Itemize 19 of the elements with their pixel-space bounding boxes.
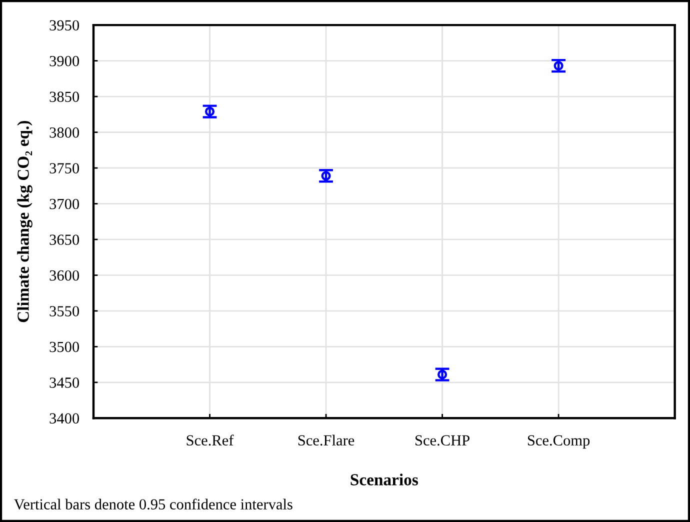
y-tick-label: 3450 [50,378,80,388]
y-tick-label: 3800 [50,127,80,138]
y-tick-label: 3500 [50,342,80,352]
y-tick-label: 3400 [50,413,80,424]
y-tick-label: 3650 [50,234,80,245]
y-tick-label: 3700 [50,198,80,210]
x-tick-label: Sce.Ref [186,434,234,446]
y-tick-label: 3850 [50,92,80,102]
text: Vertical bars denote 0.95 confidence intervals [14,498,292,510]
x-axis-title: Scenarios [350,474,418,486]
x-tick-label: Sce.Flare [298,434,354,446]
y-tick-label: 3900 [50,56,80,66]
y-axis-title: Climate change (kg CO₂ eq.) [17,120,32,322]
y-tick-label: 3550 [50,306,80,316]
x-tick-label: Sce.CHP [416,435,470,446]
y-tick-label: 3750 [50,163,80,174]
y-tick-label: 3600 [50,270,80,281]
y-tick-label: 3950 [50,20,80,31]
x-tick-label: Sce.Comp [528,435,590,449]
